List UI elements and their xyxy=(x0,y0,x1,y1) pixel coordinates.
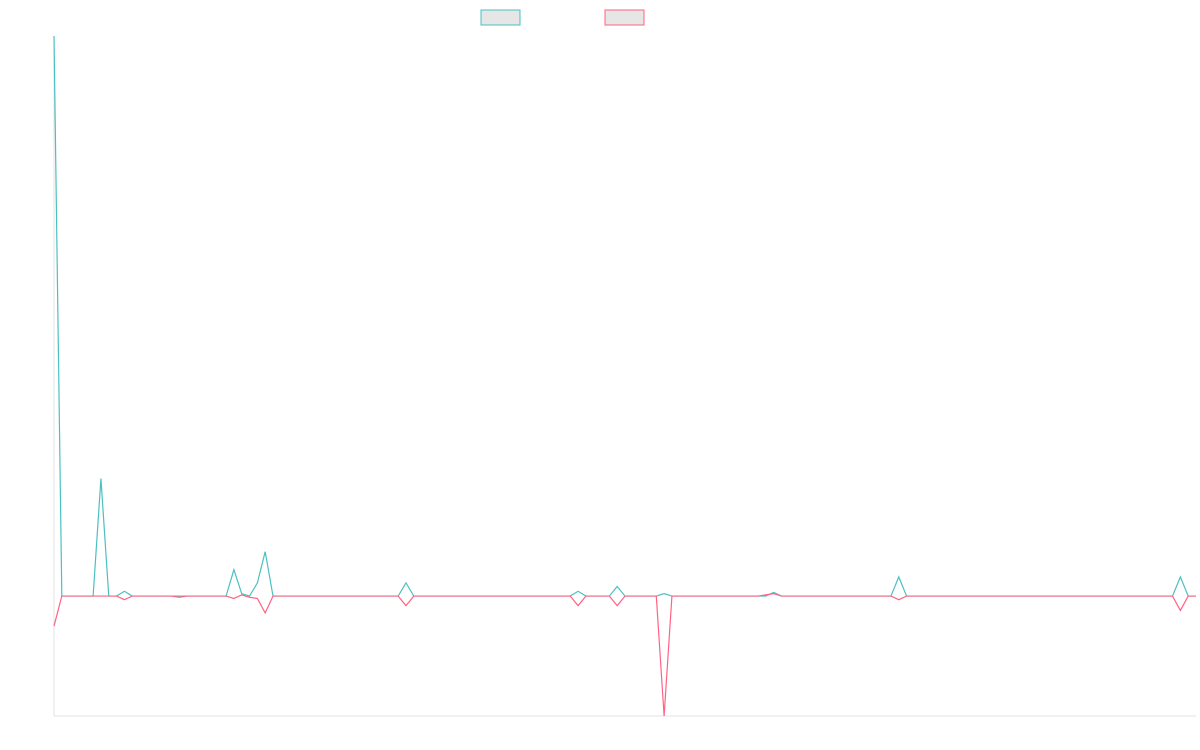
series-line xyxy=(53,593,1196,717)
series-line xyxy=(53,35,1196,597)
legend-swatch xyxy=(480,9,521,26)
legend-swatch xyxy=(604,9,645,26)
